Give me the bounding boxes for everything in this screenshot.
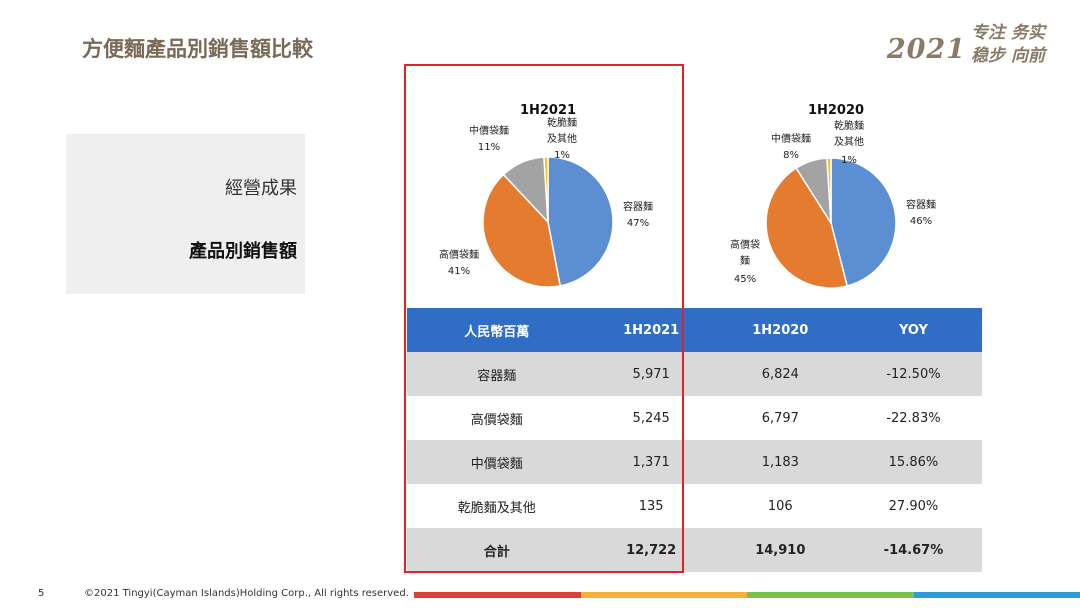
table-cell: 中價袋麵: [407, 440, 587, 484]
pie1-label-s4-pct: 1%: [554, 150, 570, 161]
pie2-slice-2: [765, 167, 849, 289]
table-cell: -14.67%: [844, 528, 982, 572]
pie1-title: 1H2021: [520, 103, 576, 118]
table-cell: 5,245: [586, 396, 716, 440]
table-cell: 合計: [407, 528, 587, 572]
table-row: 高價袋麵 5,245 6,797 -22.83%: [407, 396, 982, 440]
nav-item-product-sales[interactable]: 產品別銷售額: [189, 241, 297, 262]
pie1-label-s2-pct: 41%: [448, 266, 470, 277]
footer-color-bar: [414, 592, 1080, 598]
footer-bar-segment: [580, 592, 747, 598]
table-cell: 14,910: [715, 528, 845, 572]
pie-charts: 1H2021 容器麵 47% 高價袋麵 41% 中價袋麵 11% 乾脆麵 及其他…: [439, 103, 936, 289]
pie2-slice-1: [830, 157, 897, 287]
table-cell: 1,183: [715, 440, 845, 484]
table-cell: 6,797: [715, 396, 845, 440]
pie1-slice-1: [547, 156, 614, 287]
pie1-labels: 容器麵 47% 高價袋麵 41% 中價袋麵 11% 乾脆麵 及其他 1%: [439, 116, 653, 277]
table-cell: 15.86%: [844, 440, 982, 484]
table-row: 容器麵 5,971 6,824 -12.50%: [407, 352, 982, 396]
brand-year: 2021: [886, 34, 966, 65]
pie1-label-s4-line1: 乾脆麵: [547, 116, 577, 129]
table-header-cell: YOY: [844, 308, 982, 352]
table-header-cell: 人民幣百萬: [407, 308, 587, 352]
nav-item-business-results[interactable]: 經營成果: [225, 178, 297, 199]
pie2-label-s3-name: 中價袋麵: [771, 132, 811, 145]
pie2-label-s4-line2: 及其他: [834, 135, 864, 148]
table-cell: -12.50%: [844, 352, 982, 396]
sales-table: 人民幣百萬 1H2021 1H2020 YOY 容器麵 5,971 6,824 …: [407, 308, 982, 572]
pie1-label-s4-line2: 及其他: [547, 132, 577, 145]
table-cell: 6,824: [715, 352, 845, 396]
pie1-label-s1-name: 容器麵: [623, 200, 653, 213]
table-cell: 12,722: [586, 528, 716, 572]
pie1-label-s2-name: 高價袋麵: [439, 248, 479, 261]
footer-bar-segment: [414, 592, 581, 598]
table-cell: 乾脆麵及其他: [407, 484, 587, 528]
table-cell: 1,371: [586, 440, 716, 484]
brand-logo: 2021 专注 务实 稳步 向前: [846, 22, 1046, 72]
pie1-slices: [482, 156, 614, 288]
pie2-label-s3-pct: 8%: [783, 150, 799, 161]
table-cell: 27.90%: [844, 484, 982, 528]
pie1-label-s3-pct: 11%: [478, 142, 500, 153]
pie2-slice-4: [826, 157, 832, 224]
pie2-label-s2-line1: 高價袋: [730, 238, 760, 251]
pie2-labels: 容器麵 46% 高價袋 麵 45% 中價袋麵 8% 乾脆麵 及其他 1%: [730, 119, 936, 285]
page-number: 5: [38, 588, 45, 599]
pie2-label-s1-pct: 46%: [910, 216, 932, 227]
pie1-slice-2: [482, 173, 562, 288]
pie2-title: 1H2020: [808, 103, 864, 118]
brand-slogan: 专注 务实 稳步 向前: [971, 23, 1045, 66]
pie2-slices: [765, 157, 897, 289]
table-cell: 135: [586, 484, 716, 528]
pie2-label-s1-name: 容器麵: [906, 198, 936, 211]
table-cell: 106: [715, 484, 845, 528]
table-row: 乾脆麵及其他 135 106 27.90%: [407, 484, 982, 528]
table-cell: 5,971: [586, 352, 716, 396]
copyright-text: ©2021 Tingyi(Cayman Islands)Holding Corp…: [84, 588, 409, 599]
table-cell: 高價袋麵: [407, 396, 587, 440]
pie1-label-s3-name: 中價袋麵: [469, 124, 509, 137]
table-row: 中價袋麵 1,371 1,183 15.86%: [407, 440, 982, 484]
table-total-row: 合計 12,722 14,910 -14.67%: [407, 528, 982, 572]
table-header-cell: 1H2021: [586, 308, 716, 352]
pie2-label-s2-pct: 45%: [734, 274, 756, 285]
table-header-cell: 1H2020: [715, 308, 845, 352]
section-nav-panel: 經營成果 產品別銷售額: [66, 134, 305, 294]
table-cell: -22.83%: [844, 396, 982, 440]
pie1-label-s1-pct: 47%: [627, 218, 649, 229]
table-cell: 容器麵: [407, 352, 587, 396]
footer-bar-segment: [913, 592, 1080, 598]
footer-bar-segment: [747, 592, 914, 598]
pie2-label-s4-line1: 乾脆麵: [834, 119, 864, 132]
pie2-label-s4-pct: 1%: [841, 155, 857, 166]
pie2-label-s2-line2: 麵: [740, 255, 750, 267]
pie1-slice-4: [543, 156, 549, 223]
table-header-row: 人民幣百萬 1H2021 1H2020 YOY: [407, 308, 982, 352]
page-title: 方便麵產品別銷售額比較: [82, 37, 313, 61]
